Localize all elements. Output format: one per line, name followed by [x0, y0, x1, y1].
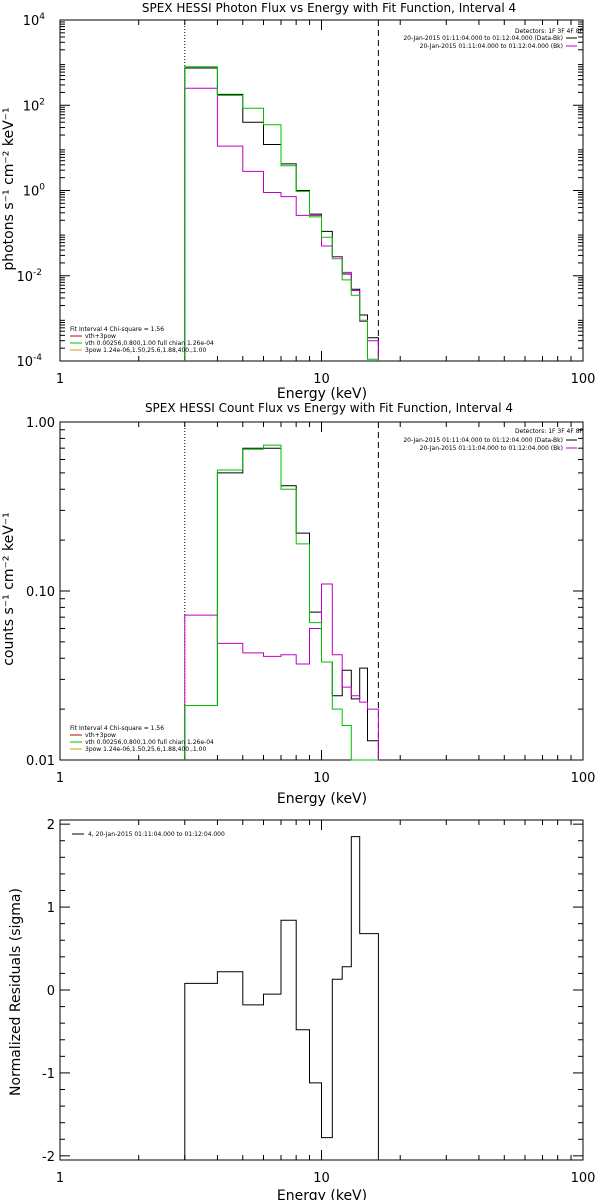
interval-label: 20-Jan-2015 01:11:04.000 to 01:12:04.000… — [420, 43, 563, 50]
x-tick-label: 10 — [313, 771, 330, 786]
y-tick-label: 10-2 — [16, 268, 42, 285]
x-tick-label: 100 — [571, 372, 596, 387]
y-tick-label: 1 — [47, 901, 55, 916]
x-tick-label: 1 — [56, 771, 64, 786]
x-axis-label: Energy (keV) — [277, 386, 367, 402]
x-tick-label: 1 — [56, 1171, 64, 1186]
y-axis-label: Normalized Residuals (sigma) — [8, 888, 24, 1096]
x-tick-label: 100 — [571, 1171, 596, 1186]
series-data-bk — [184, 447, 379, 760]
x-tick-label: 100 — [571, 771, 596, 786]
series-vth-3pow — [184, 66, 379, 361]
y-tick-label: 10-4 — [16, 353, 42, 370]
count-flux-panel: SPEX HESSI Count Flux vs Energy with Fit… — [1, 401, 595, 807]
y-axis-label: counts s⁻¹ cm⁻² keV⁻¹ — [1, 512, 17, 666]
legend-item: 3pow 1.24e-06,1.50,25.6,1.88,400.,1.00 — [85, 347, 206, 354]
legend-item: vth 0.00256,0.800,1.00 full chian 1.26e-… — [85, 739, 214, 746]
interval-label: 20-Jan-2015 01:11:04.000 to 01:12:04.000… — [420, 445, 563, 452]
plot-frame — [59, 19, 584, 362]
x-tick-label: 10 — [313, 372, 330, 387]
series-bk — [184, 583, 379, 760]
x-axis-label: Energy (keV) — [277, 791, 367, 807]
residuals-panel: Energy (keV) Normalized Residuals (sigma… — [8, 818, 595, 1200]
y-tick-label: 0.01 — [26, 754, 55, 769]
interval-label: 20-Jan-2015 01:11:04.000 to 01:12:04.000… — [403, 437, 563, 444]
series-residuals — [184, 836, 379, 1160]
detectors-label: Detectors: 1F 3F 4F 8F — [515, 28, 584, 35]
series-bk — [184, 87, 379, 361]
y-tick-label: 0 — [47, 984, 55, 999]
y-tick-label: 1.00 — [26, 416, 55, 431]
chart-title: SPEX HESSI Count Flux vs Energy with Fit… — [145, 401, 513, 415]
y-tick-label: 0.10 — [26, 585, 55, 600]
x-tick-label: 1 — [56, 372, 64, 387]
y-axis-label: photons s⁻¹ cm⁻² keV⁻¹ — [1, 107, 17, 270]
photon-flux-panel: SPEX HESSI Photon Flux vs Energy with Fi… — [1, 1, 595, 402]
y-tick-label: -1 — [42, 1067, 55, 1082]
legend-item: 4, 20-Jan-2015 01:11:04.000 to 01:12:04.… — [88, 831, 225, 838]
legend-item: vth 0.00256,0.800,1.00 full chian 1.26e-… — [85, 340, 214, 347]
y-tick-label: 102 — [23, 97, 45, 114]
legend-header: Fit Interval 4 Chi-square = 1.56 — [70, 725, 164, 732]
legend-item: vth+3pow — [85, 333, 116, 340]
legend-item: 3pow 1.24e-06,1.50,25.6,1.88,400.,1.00 — [85, 746, 206, 753]
detectors-label: Detectors: 1F 3F 4F 8F — [515, 428, 584, 435]
x-axis-label: Energy (keV) — [277, 1188, 367, 1200]
x-tick-label: 10 — [313, 1171, 330, 1186]
y-tick-label: 104 — [23, 12, 46, 29]
interval-label: 20-Jan-2015 01:11:04.000 to 01:12:04.000… — [403, 35, 563, 42]
series-data-bk — [184, 67, 379, 361]
legend-header: Fit Interval 4 Chi-square = 1.56 — [70, 326, 164, 333]
y-tick-label: 2 — [47, 818, 55, 833]
series-vth-3pow — [184, 444, 379, 761]
y-tick-label: -2 — [42, 1150, 55, 1165]
legend-item: vth+3pow — [85, 732, 116, 739]
chart-title: SPEX HESSI Photon Flux vs Energy with Fi… — [142, 1, 516, 15]
y-tick-label: 100 — [23, 183, 46, 200]
